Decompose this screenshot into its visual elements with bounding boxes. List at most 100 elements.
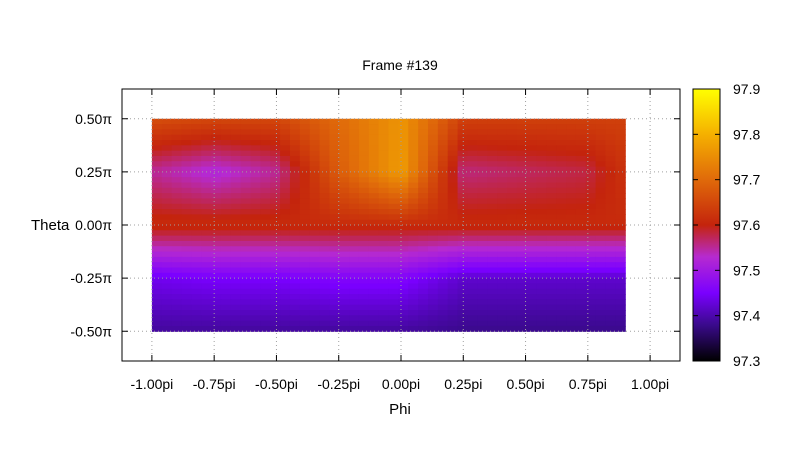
heatmap-cell bbox=[240, 145, 252, 152]
heatmap-cell bbox=[368, 171, 380, 178]
heatmap-cell bbox=[309, 150, 321, 157]
heatmap-cell bbox=[240, 161, 252, 168]
heatmap-cell bbox=[467, 225, 478, 231]
heatmap-cell bbox=[398, 315, 409, 322]
heatmap-cell bbox=[358, 219, 370, 226]
heatmap-cell bbox=[418, 166, 429, 173]
heatmap-cell bbox=[477, 198, 488, 205]
heatmap-cell bbox=[339, 134, 350, 141]
heatmap-cell bbox=[339, 161, 350, 168]
heatmap-cell bbox=[575, 288, 587, 295]
heatmap-cell bbox=[358, 283, 370, 290]
heatmap-cell bbox=[368, 134, 380, 141]
heatmap-cell bbox=[240, 187, 252, 194]
heatmap-cell bbox=[368, 150, 380, 157]
heatmap-cell bbox=[497, 129, 508, 136]
heatmap-cell bbox=[339, 214, 350, 221]
heatmap-cell bbox=[536, 161, 547, 168]
heatmap-cell bbox=[230, 134, 242, 141]
heatmap-cell bbox=[349, 203, 360, 210]
heatmap-cell bbox=[615, 320, 626, 327]
heatmap-cell bbox=[289, 155, 301, 162]
heatmap-cell bbox=[408, 235, 419, 242]
heatmap-cell bbox=[329, 219, 340, 226]
heatmap-cell bbox=[339, 150, 350, 157]
heatmap-cell bbox=[477, 214, 488, 221]
heatmap-cell bbox=[349, 171, 360, 178]
heatmap-cell bbox=[388, 235, 399, 242]
heatmap-cell bbox=[575, 166, 587, 173]
heatmap-cell bbox=[427, 315, 439, 322]
heatmap-cell bbox=[595, 187, 607, 194]
heatmap-cell bbox=[309, 272, 321, 279]
heatmap-cell bbox=[309, 235, 321, 242]
heatmap-cell bbox=[418, 129, 429, 136]
heatmap-cell bbox=[171, 267, 183, 274]
heatmap-cell bbox=[575, 118, 587, 125]
heatmap-cell bbox=[546, 272, 557, 279]
heatmap-cell bbox=[378, 299, 390, 306]
heatmap-cell bbox=[201, 272, 212, 279]
heatmap-cell bbox=[201, 235, 212, 242]
heatmap-cell bbox=[408, 198, 419, 205]
heatmap-cell bbox=[289, 124, 301, 130]
heatmap-cell bbox=[556, 278, 567, 285]
heatmap-cell bbox=[319, 325, 330, 332]
heatmap-cell bbox=[289, 278, 301, 285]
heatmap-cell bbox=[398, 166, 409, 173]
heatmap-cell bbox=[151, 325, 163, 332]
heatmap-cell bbox=[280, 187, 291, 194]
heatmap-cell bbox=[289, 209, 301, 215]
heatmap-cell bbox=[151, 182, 163, 189]
heatmap-cell bbox=[151, 272, 163, 279]
heatmap-cell bbox=[151, 145, 163, 152]
heatmap-cell bbox=[161, 320, 173, 327]
heatmap-cell bbox=[211, 256, 222, 263]
heatmap-cell bbox=[408, 240, 419, 247]
heatmap-cell bbox=[289, 294, 301, 300]
heatmap-cell bbox=[506, 155, 518, 162]
heatmap-cell bbox=[605, 272, 616, 279]
heatmap-cell bbox=[477, 230, 488, 237]
heatmap-cell bbox=[605, 124, 616, 130]
heatmap-cell bbox=[615, 288, 626, 295]
heatmap-cell bbox=[230, 140, 242, 146]
heatmap-cell bbox=[615, 294, 626, 300]
heatmap-cell bbox=[181, 150, 192, 157]
heatmap-cell bbox=[250, 230, 261, 237]
heatmap-cell bbox=[566, 177, 577, 184]
heatmap-cell bbox=[250, 225, 261, 231]
heatmap-cell bbox=[398, 161, 409, 168]
heatmap-cell bbox=[220, 251, 232, 258]
heatmap-cell bbox=[516, 283, 528, 290]
heatmap-cell bbox=[181, 283, 192, 290]
heatmap-cell bbox=[201, 118, 212, 125]
heatmap-cell bbox=[358, 155, 370, 162]
heatmap-cell bbox=[615, 230, 626, 237]
heatmap-cell bbox=[447, 171, 459, 178]
heatmap-cell bbox=[487, 166, 498, 173]
heatmap-cell bbox=[191, 145, 202, 152]
heatmap-cell bbox=[280, 294, 291, 300]
heatmap-cell bbox=[487, 304, 498, 311]
heatmap-cell bbox=[467, 235, 478, 242]
heatmap-cell bbox=[398, 145, 409, 152]
heatmap-cell bbox=[280, 198, 291, 205]
heatmap-cell bbox=[408, 246, 419, 253]
heatmap-cell bbox=[280, 272, 291, 279]
heatmap-cell bbox=[605, 193, 616, 200]
heatmap-cell bbox=[398, 124, 409, 130]
heatmap-cell bbox=[211, 214, 222, 221]
heatmap-cell bbox=[447, 198, 459, 205]
heatmap-cell bbox=[220, 193, 232, 200]
heatmap-cell bbox=[487, 320, 498, 327]
heatmap-cell bbox=[497, 320, 508, 327]
heatmap-cell bbox=[289, 299, 301, 306]
heatmap-cell bbox=[418, 219, 429, 226]
heatmap-cell bbox=[230, 235, 242, 242]
heatmap-cell bbox=[260, 272, 271, 279]
heatmap-cell bbox=[220, 182, 232, 189]
heatmap-cell bbox=[566, 129, 577, 136]
heatmap-cell bbox=[171, 304, 183, 311]
